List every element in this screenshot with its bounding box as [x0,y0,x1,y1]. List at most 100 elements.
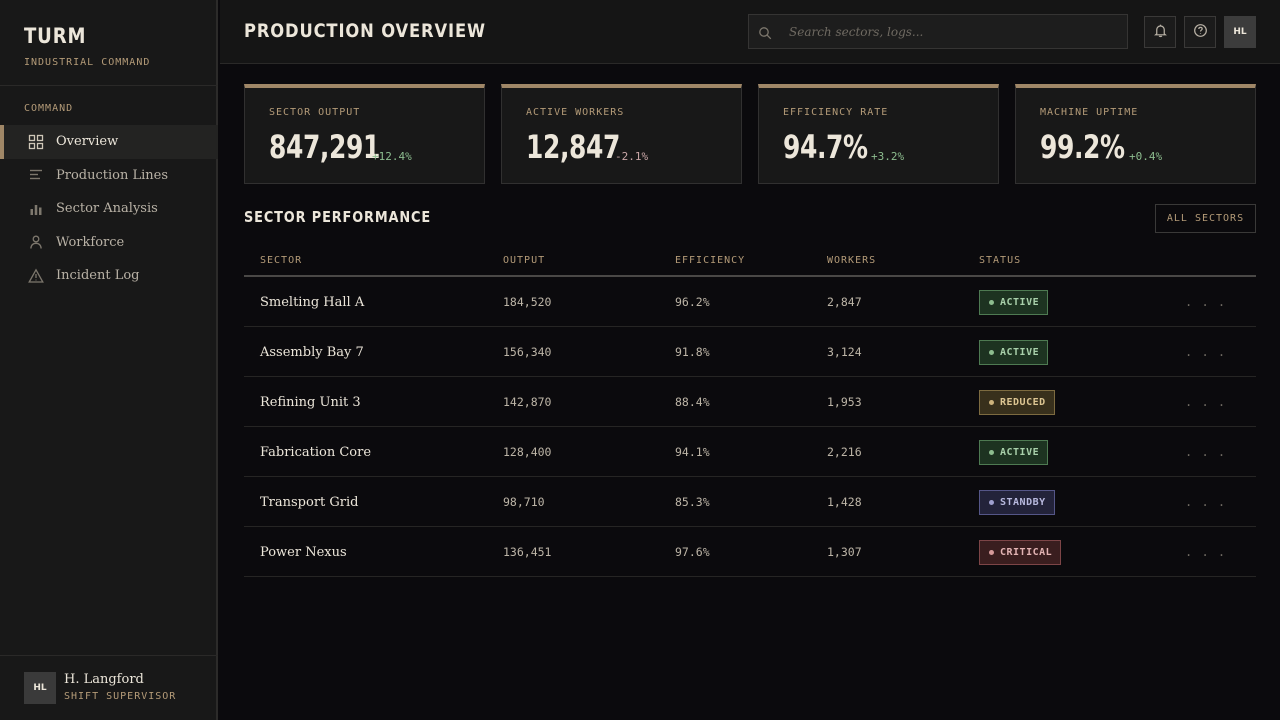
efficiency-value: 85.3% [675,495,710,509]
sidebar-item-label: Overview [56,134,119,150]
column-header-sector[interactable]: SECTOR [260,255,303,266]
lines-icon [28,167,44,183]
efficiency-value: 91.8% [675,345,710,359]
help-icon [1193,23,1208,42]
sidebar-item-overview[interactable]: Overview [0,125,218,159]
sector-name: Transport Grid [260,494,359,510]
output-value: 156,340 [503,345,552,359]
user-role: SHIFT SUPERVISOR [64,691,177,702]
search-box[interactable] [748,14,1128,49]
metric-delta: +12.4% [372,150,412,163]
workers-value: 3,124 [827,345,862,359]
search-input[interactable] [789,15,1119,48]
bell-icon [1153,23,1168,42]
status-dot [989,349,994,355]
output-value: 142,870 [503,395,552,409]
workers-value: 1,428 [827,495,862,509]
table-row[interactable]: Transport Grid 98,710 85.3% 1,428 STANDB… [244,477,1256,527]
output-value: 98,710 [503,495,545,509]
metric-card-efficiency-rate: EFFICIENCY RATE 94.7% +3.2% [758,84,999,184]
sidebar-item-label: Incident Log [56,268,140,284]
topbar: PRODUCTION OVERVIEW HL [220,0,1280,64]
table-body: Smelting Hall A 184,520 96.2% 2,847 ACTI… [244,277,1256,577]
brand-name: TURM [24,24,87,48]
row-menu-button[interactable]: . . . [1185,445,1227,459]
grid-icon [28,134,44,150]
metric-label: MACHINE UPTIME [1040,107,1139,118]
column-header-efficiency[interactable]: EFFICIENCY [675,255,746,266]
user-name: H. Langford [64,672,144,687]
metric-label: ACTIVE WORKERS [526,107,625,118]
status-label: STANDBY [1000,496,1046,508]
page-title: PRODUCTION OVERVIEW [244,20,486,42]
column-header-output[interactable]: OUTPUT [503,255,546,266]
sidebar-item-workforce[interactable]: Workforce [0,226,218,260]
status-cell: ACTIVE [979,327,1049,377]
efficiency-value: 96.2% [675,295,710,309]
notifications-button[interactable] [1144,16,1176,48]
status-dot [989,549,994,555]
row-menu-button[interactable]: . . . [1185,545,1227,559]
sidebar-item-sector-analysis[interactable]: Sector Analysis [0,192,218,226]
header-avatar[interactable]: HL [1224,16,1256,48]
metric-value: 847,291 [269,128,380,166]
efficiency-value: 94.1% [675,445,710,459]
table-row[interactable]: Smelting Hall A 184,520 96.2% 2,847 ACTI… [244,277,1256,327]
table-header: SECTOR OUTPUT EFFICIENCY WORKERS STATUS [244,244,1256,277]
status-label: CRITICAL [1000,546,1053,558]
metric-value: 94.7% [783,128,868,166]
sidebar: TURM INDUSTRIAL COMMAND COMMAND Overview… [0,0,218,720]
sidebar-item-production-lines[interactable]: Production Lines [0,159,218,193]
column-header-workers[interactable]: WORKERS [827,255,877,266]
sector-table: SECTOR OUTPUT EFFICIENCY WORKERS STATUS … [244,244,1256,577]
person-icon [28,234,44,250]
sidebar-item-label: Sector Analysis [56,201,158,217]
help-button[interactable] [1184,16,1216,48]
table-row[interactable]: Power Nexus 136,451 97.6% 1,307 CRITICAL… [244,527,1256,577]
status-label: REDUCED [1000,396,1046,408]
sector-name: Assembly Bay 7 [260,344,364,360]
table-row[interactable]: Assembly Bay 7 156,340 91.8% 3,124 ACTIV… [244,327,1256,377]
status-cell: ACTIVE [979,277,1049,327]
status-dot [989,299,994,305]
metric-cards: SECTOR OUTPUT 847,291 +12.4% ACTIVE WORK… [244,84,1256,184]
row-menu-button[interactable]: . . . [1185,395,1227,409]
sector-name: Fabrication Core [260,444,372,460]
workers-value: 2,216 [827,445,862,459]
warning-icon [28,268,44,284]
sector-name: Smelting Hall A [260,294,365,310]
efficiency-value: 97.6% [675,545,710,559]
status-label: ACTIVE [1000,446,1040,458]
user-profile[interactable]: HL H. Langford SHIFT SUPERVISOR [0,655,218,720]
output-value: 128,400 [503,445,552,459]
avatar: HL [24,672,56,704]
sidebar-item-incident-log[interactable]: Incident Log [0,259,218,293]
status-badge: ACTIVE [979,289,1049,315]
table-row[interactable]: Refining Unit 3 142,870 88.4% 1,953 REDU… [244,377,1256,427]
metric-value: 99.2% [1040,128,1125,166]
output-value: 136,451 [503,545,552,559]
workers-value: 2,847 [827,295,862,309]
row-menu-button[interactable]: . . . [1185,295,1227,309]
output-value: 184,520 [503,295,552,309]
bar-chart-icon [28,201,44,217]
sidebar-item-label: Workforce [56,234,125,250]
brand: TURM INDUSTRIAL COMMAND [24,24,150,68]
column-header-status[interactable]: STATUS [979,255,1022,266]
metric-card-active-workers: ACTIVE WORKERS 12,847 -2.1% [501,84,742,184]
table-row[interactable]: Fabrication Core 128,400 94.1% 2,216 ACT… [244,427,1256,477]
sector-name: Power Nexus [260,544,347,560]
status-cell: CRITICAL [979,527,1062,577]
all-sectors-button[interactable]: ALL SECTORS [1155,204,1256,233]
row-menu-button[interactable]: . . . [1185,495,1227,509]
metric-label: EFFICIENCY RATE [783,107,889,118]
metric-card-machine-uptime: MACHINE UPTIME 99.2% +0.4% [1015,84,1256,184]
metric-delta: -2.1% [615,150,649,163]
metric-delta: +0.4% [1129,150,1163,163]
row-menu-button[interactable]: . . . [1185,345,1227,359]
status-dot [989,499,994,505]
sector-name: Refining Unit 3 [260,394,361,410]
metric-label: SECTOR OUTPUT [269,107,361,118]
status-label: ACTIVE [1000,296,1040,308]
efficiency-value: 88.4% [675,395,710,409]
